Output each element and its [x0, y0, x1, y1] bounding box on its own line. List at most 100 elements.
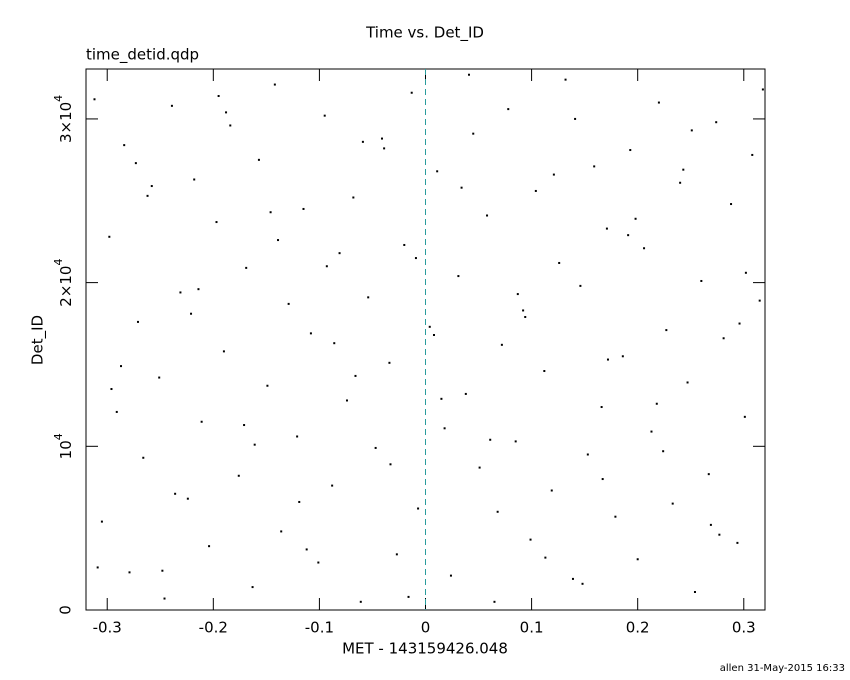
y-tick-label: 2×104 [52, 259, 75, 307]
point [718, 533, 721, 536]
point [600, 406, 603, 409]
point [163, 597, 166, 600]
point [472, 132, 475, 135]
x-tick-label: -0.2 [199, 619, 228, 637]
point [134, 162, 137, 165]
point [142, 456, 145, 459]
point [331, 484, 334, 487]
footer: allen 31-May-2015 16:33 [720, 663, 845, 674]
point [253, 443, 256, 446]
point [606, 358, 609, 361]
x-tick-label: -0.3 [93, 619, 122, 637]
point [493, 600, 496, 603]
point [464, 392, 467, 395]
point [403, 243, 406, 246]
point [287, 302, 290, 305]
point [524, 315, 527, 318]
point [571, 577, 574, 580]
point [428, 325, 431, 328]
point [123, 144, 126, 147]
point [269, 211, 272, 214]
point [108, 235, 111, 238]
point [389, 463, 392, 466]
point [367, 296, 370, 299]
point [534, 189, 537, 192]
point [410, 91, 413, 94]
point [305, 548, 308, 551]
point [543, 370, 546, 373]
point [150, 185, 153, 188]
point [574, 117, 577, 120]
x-tick-label: -0.1 [305, 619, 334, 637]
point [627, 234, 630, 237]
point [217, 95, 220, 98]
point [629, 149, 632, 152]
point [266, 384, 269, 387]
point [302, 207, 305, 210]
point [614, 515, 617, 518]
point [440, 397, 443, 400]
point [323, 114, 326, 117]
point [738, 322, 741, 325]
point [215, 221, 218, 224]
point [457, 275, 460, 278]
point [743, 415, 746, 418]
point [237, 474, 240, 477]
point [243, 424, 246, 427]
point [436, 170, 439, 173]
point [707, 473, 710, 476]
point [500, 343, 503, 346]
point [489, 438, 492, 441]
point [558, 261, 561, 264]
point [208, 545, 211, 548]
point [354, 374, 357, 377]
y-tick-label: 0 [57, 605, 75, 615]
point [650, 430, 653, 433]
point [136, 320, 139, 323]
point [581, 582, 584, 585]
point [552, 173, 555, 176]
x-tick-label: 0.2 [626, 619, 650, 637]
point [443, 427, 446, 430]
point [229, 124, 232, 127]
point [636, 558, 639, 561]
point [333, 342, 336, 345]
point [309, 332, 312, 335]
y-axis-label: Det_ID [29, 315, 48, 365]
point [478, 466, 481, 469]
point [682, 168, 685, 171]
point [579, 284, 582, 287]
point [516, 293, 519, 296]
point [170, 104, 173, 107]
point [690, 129, 693, 132]
point [338, 252, 341, 255]
point [388, 361, 391, 364]
chart-title: Time vs. Det_ID [365, 24, 484, 43]
point [449, 574, 452, 577]
point [161, 569, 164, 572]
point [529, 538, 532, 541]
point [96, 566, 99, 569]
point [744, 271, 747, 274]
point [190, 312, 193, 315]
point [715, 121, 718, 124]
point [686, 381, 689, 384]
point [120, 365, 123, 368]
point [544, 556, 547, 559]
point [257, 158, 260, 161]
point [593, 165, 596, 168]
point [277, 239, 280, 242]
point [273, 83, 276, 86]
point [761, 88, 764, 91]
point [193, 178, 196, 181]
point [467, 73, 470, 76]
point [621, 355, 624, 358]
point [730, 203, 733, 206]
point [374, 446, 377, 449]
point [657, 101, 660, 104]
point [317, 561, 320, 564]
point [751, 153, 754, 156]
point [359, 600, 362, 603]
point [662, 450, 665, 453]
point [325, 265, 328, 268]
